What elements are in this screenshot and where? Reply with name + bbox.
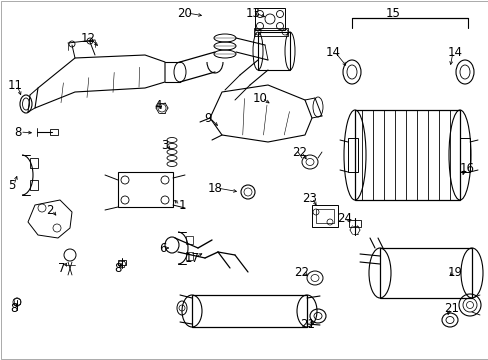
Bar — [379, 248, 471, 298]
Text: 15: 15 — [385, 6, 400, 19]
Bar — [354, 110, 459, 200]
Bar — [254, 8, 285, 30]
Text: 22: 22 — [294, 266, 309, 279]
Text: 10: 10 — [252, 91, 267, 104]
Text: 12: 12 — [81, 32, 95, 45]
Bar — [315, 209, 333, 223]
Text: 13: 13 — [245, 6, 260, 19]
Bar — [118, 260, 126, 265]
Bar — [185, 236, 193, 244]
Text: 9: 9 — [204, 112, 211, 125]
Bar — [347, 138, 357, 172]
Text: 3: 3 — [161, 139, 168, 152]
Text: 14: 14 — [447, 45, 462, 59]
Text: 14: 14 — [325, 45, 340, 59]
Text: 11: 11 — [7, 78, 22, 91]
Bar — [348, 220, 360, 227]
Text: 8: 8 — [114, 261, 122, 274]
Bar — [311, 205, 337, 227]
Text: 7: 7 — [58, 261, 65, 274]
Text: 18: 18 — [207, 181, 222, 194]
Text: 24: 24 — [337, 212, 352, 225]
Text: 6: 6 — [159, 242, 166, 255]
Bar — [185, 252, 193, 260]
Text: 21: 21 — [444, 302, 459, 315]
Text: 1: 1 — [178, 198, 185, 212]
Text: 2: 2 — [46, 203, 54, 216]
Text: 19: 19 — [447, 266, 462, 279]
Text: 5: 5 — [8, 179, 16, 192]
Bar — [253, 28, 287, 36]
Text: 8: 8 — [10, 302, 18, 315]
Bar — [459, 138, 469, 172]
Text: 4: 4 — [154, 99, 162, 112]
Text: 20: 20 — [177, 6, 192, 19]
Text: 21: 21 — [300, 319, 315, 332]
Bar — [192, 295, 306, 327]
Bar — [30, 180, 38, 190]
Bar — [258, 32, 289, 70]
Text: 16: 16 — [459, 162, 473, 175]
Bar — [50, 129, 58, 135]
Bar — [118, 172, 173, 207]
Text: 17: 17 — [184, 252, 199, 265]
Bar — [30, 158, 38, 168]
Text: 8: 8 — [14, 126, 21, 139]
Text: 23: 23 — [302, 192, 317, 204]
Text: 22: 22 — [292, 145, 307, 158]
